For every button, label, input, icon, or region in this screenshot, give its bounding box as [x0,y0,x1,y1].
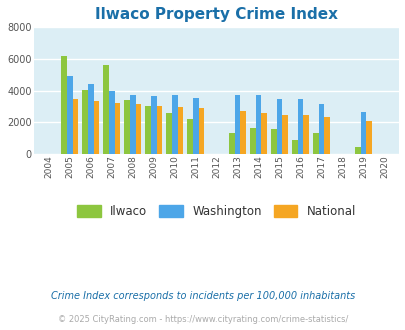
Bar [271,129,276,154]
Bar [109,91,115,154]
Bar [145,106,151,154]
Bar [360,112,365,154]
Bar [72,99,78,154]
Title: Ilwaco Property Crime Index: Ilwaco Property Crime Index [95,7,337,22]
Bar [303,115,308,154]
Bar [198,108,204,154]
Bar [255,95,261,154]
Bar [130,95,135,154]
Bar [115,103,120,154]
Bar [282,115,288,154]
Bar [177,107,183,154]
Bar [318,104,324,154]
Legend: Ilwaco, Washington, National: Ilwaco, Washington, National [72,200,360,223]
Bar [88,83,94,154]
Bar [291,140,297,154]
Bar [172,95,177,154]
Bar [103,65,109,154]
Bar [187,119,192,154]
Bar [67,76,72,154]
Bar [124,100,130,154]
Bar [312,133,318,154]
Bar [249,128,255,154]
Bar [166,113,172,154]
Text: © 2025 CityRating.com - https://www.cityrating.com/crime-statistics/: © 2025 CityRating.com - https://www.city… [58,315,347,324]
Bar [82,90,88,154]
Bar [354,147,360,154]
Bar [240,111,245,154]
Bar [156,106,162,154]
Bar [276,99,282,154]
Bar [261,113,266,154]
Bar [365,121,371,154]
Bar [61,56,67,154]
Text: Crime Index corresponds to incidents per 100,000 inhabitants: Crime Index corresponds to incidents per… [51,291,354,301]
Bar [135,104,141,154]
Bar [192,98,198,154]
Bar [151,96,156,154]
Bar [234,95,240,154]
Bar [297,99,303,154]
Bar [228,133,234,154]
Bar [324,117,329,154]
Bar [94,101,99,154]
